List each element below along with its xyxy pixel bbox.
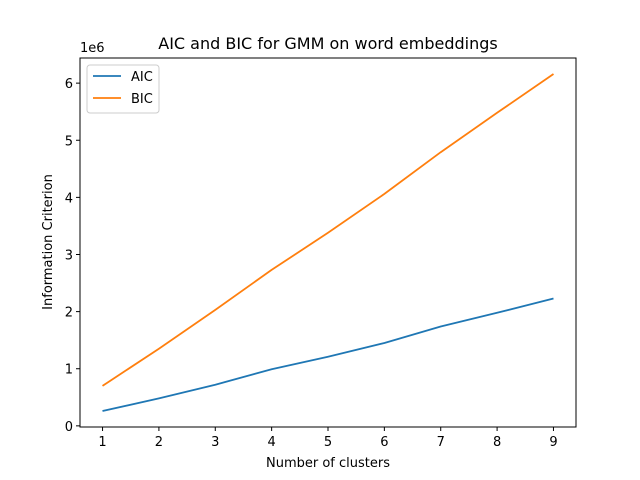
plot-area: 1 2 3 4 5 6 7 8 9 0 1 2 3 4 5 6 AIC BIC bbox=[65, 57, 577, 450]
series-line-aic bbox=[102, 297, 554, 412]
y-tick-label-5: 5 bbox=[65, 134, 73, 149]
legend-entry-aic: AIC bbox=[131, 70, 153, 85]
x-tick-label-3: 3 bbox=[211, 435, 219, 450]
x-tick-label-8: 8 bbox=[493, 435, 501, 450]
y-tick-label-0: 0 bbox=[65, 420, 73, 435]
legend-box bbox=[86, 64, 160, 114]
y-axis-label: Information Criterion bbox=[41, 174, 56, 310]
series-line-bic bbox=[102, 73, 555, 387]
y-offset-label: 1e6 bbox=[80, 41, 105, 56]
x-tick-label-4: 4 bbox=[267, 435, 275, 450]
x-tick-label-2: 2 bbox=[155, 435, 163, 450]
chart-title: AIC and BIC for GMM on word embeddings bbox=[158, 34, 498, 53]
y-tick-label-6: 6 bbox=[65, 77, 73, 92]
y-tick-label-3: 3 bbox=[65, 248, 73, 263]
x-tick-label-6: 6 bbox=[380, 435, 388, 450]
y-tick-label-1: 1 bbox=[65, 363, 73, 378]
legend-entry-bic: BIC bbox=[131, 92, 153, 107]
x-tick-label-9: 9 bbox=[549, 435, 557, 450]
x-axis-label: Number of clusters bbox=[266, 456, 390, 471]
x-tick-label-7: 7 bbox=[437, 435, 445, 450]
x-tick-label-1: 1 bbox=[98, 435, 106, 450]
y-tick-label-4: 4 bbox=[65, 191, 73, 206]
plot-background bbox=[80, 58, 576, 427]
y-tick-label-2: 2 bbox=[65, 306, 73, 321]
x-tick-label-5: 5 bbox=[324, 435, 332, 450]
